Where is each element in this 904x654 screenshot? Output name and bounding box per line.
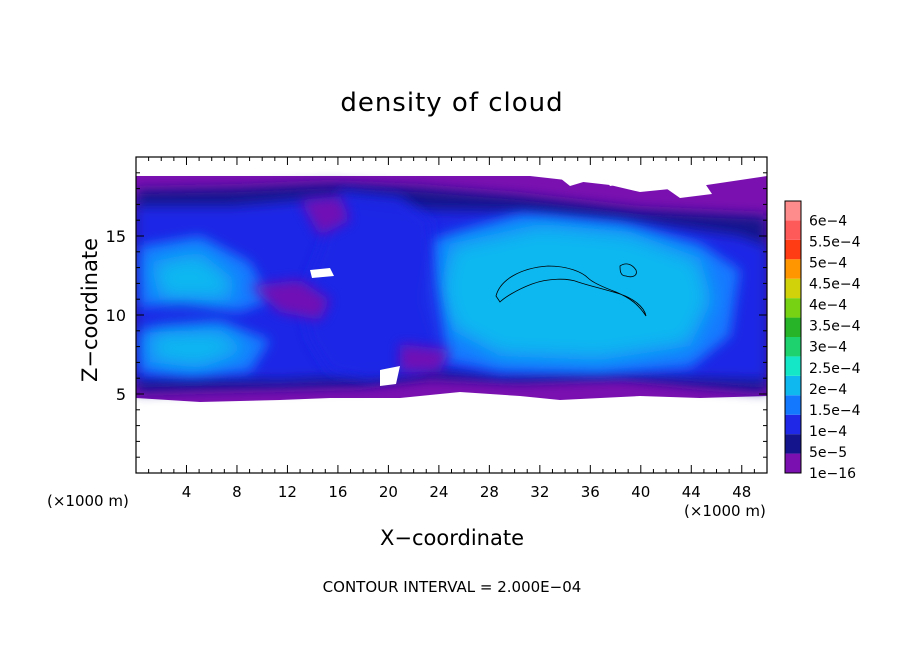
colorbar-label: 3.5e−4 bbox=[809, 319, 861, 335]
x-tick-label: 40 bbox=[631, 483, 650, 501]
colorbar-label: 1e−16 bbox=[809, 466, 856, 482]
colorbar-label: 2.5e−4 bbox=[809, 361, 861, 377]
colorbar-label: 1e−4 bbox=[809, 424, 847, 440]
y-tick-label: 15 bbox=[106, 227, 126, 246]
cloud-field bbox=[136, 168, 767, 402]
colorbar-swatch bbox=[785, 395, 801, 415]
x-axis-ticks: 4 8 12 16 20 24 28 32 36 40 44 48 bbox=[148, 157, 755, 501]
colorbar-swatch bbox=[785, 375, 801, 396]
colorbar-label: 3e−4 bbox=[809, 340, 847, 356]
colorbar-label: 5e−4 bbox=[809, 256, 847, 272]
x-unit-label-right: (×1000 m) bbox=[684, 502, 766, 520]
x-tick-label: 4 bbox=[182, 483, 192, 501]
cloud-layer-cyan bbox=[150, 224, 712, 368]
x-tick-label: 20 bbox=[379, 483, 398, 501]
colorbar-label: 1.5e−4 bbox=[809, 403, 861, 419]
y-tick-label: 5 bbox=[116, 385, 126, 404]
x-tick-label: 24 bbox=[429, 483, 448, 501]
x-tick-label: 28 bbox=[480, 483, 499, 501]
colorbar-label: 6e−4 bbox=[809, 213, 847, 229]
colorbar-label: 4e−4 bbox=[809, 298, 847, 314]
colorbar-swatch bbox=[785, 278, 801, 299]
y-axis-label: Z−coordinate bbox=[78, 238, 102, 382]
x-axis-label: X−coordinate bbox=[380, 526, 524, 550]
x-tick-label: 36 bbox=[581, 483, 600, 501]
x-tick-label: 32 bbox=[530, 483, 549, 501]
colorbar-swatch bbox=[785, 201, 801, 221]
colorbar-label: 5e−5 bbox=[809, 445, 847, 461]
colorbar-swatch bbox=[785, 239, 801, 260]
colorbar-swatch bbox=[785, 434, 801, 454]
y-tick-label: 10 bbox=[106, 306, 126, 325]
colorbar-label: 2e−4 bbox=[809, 382, 847, 398]
colorbar-swatch bbox=[785, 298, 801, 318]
colorbar-label: 4.5e−4 bbox=[809, 277, 861, 293]
colorbar-label: 5.5e−4 bbox=[809, 234, 861, 250]
x-tick-label: 12 bbox=[278, 483, 297, 501]
colorbar-swatch bbox=[785, 356, 801, 376]
colorbar-swatch bbox=[785, 414, 801, 435]
x-tick-label: 48 bbox=[732, 483, 751, 501]
cloud-layer-streaks bbox=[250, 196, 450, 372]
colorbar-swatch bbox=[785, 317, 801, 337]
contour-line-2e-4 bbox=[495, 263, 647, 317]
colorbar-swatch bbox=[785, 259, 801, 279]
colorbar-frame bbox=[784, 200, 802, 474]
cloud-layer-column bbox=[300, 190, 446, 380]
chart-title: density of cloud bbox=[340, 88, 564, 118]
x-tick-label: 8 bbox=[232, 483, 242, 501]
colorbar-swatch bbox=[785, 453, 801, 473]
colorbar-swatch bbox=[785, 337, 801, 357]
contour-interval-note: CONTOUR INTERVAL = 2.000E−04 bbox=[322, 578, 582, 596]
y-axis-ticks: 5 10 15 bbox=[106, 172, 767, 458]
x-tick-label: 44 bbox=[682, 483, 701, 501]
cloud-gaps bbox=[310, 168, 712, 386]
x-tick-label: 16 bbox=[328, 483, 347, 501]
x-unit-label: (×1000 m) bbox=[47, 492, 129, 510]
colorbar: 1e−16 5e−5 1e−4 1.5e−4 2e−4 2.5e−4 3e−4 3.5e−4 4… bbox=[784, 200, 861, 482]
colorbar-swatch bbox=[785, 220, 801, 240]
